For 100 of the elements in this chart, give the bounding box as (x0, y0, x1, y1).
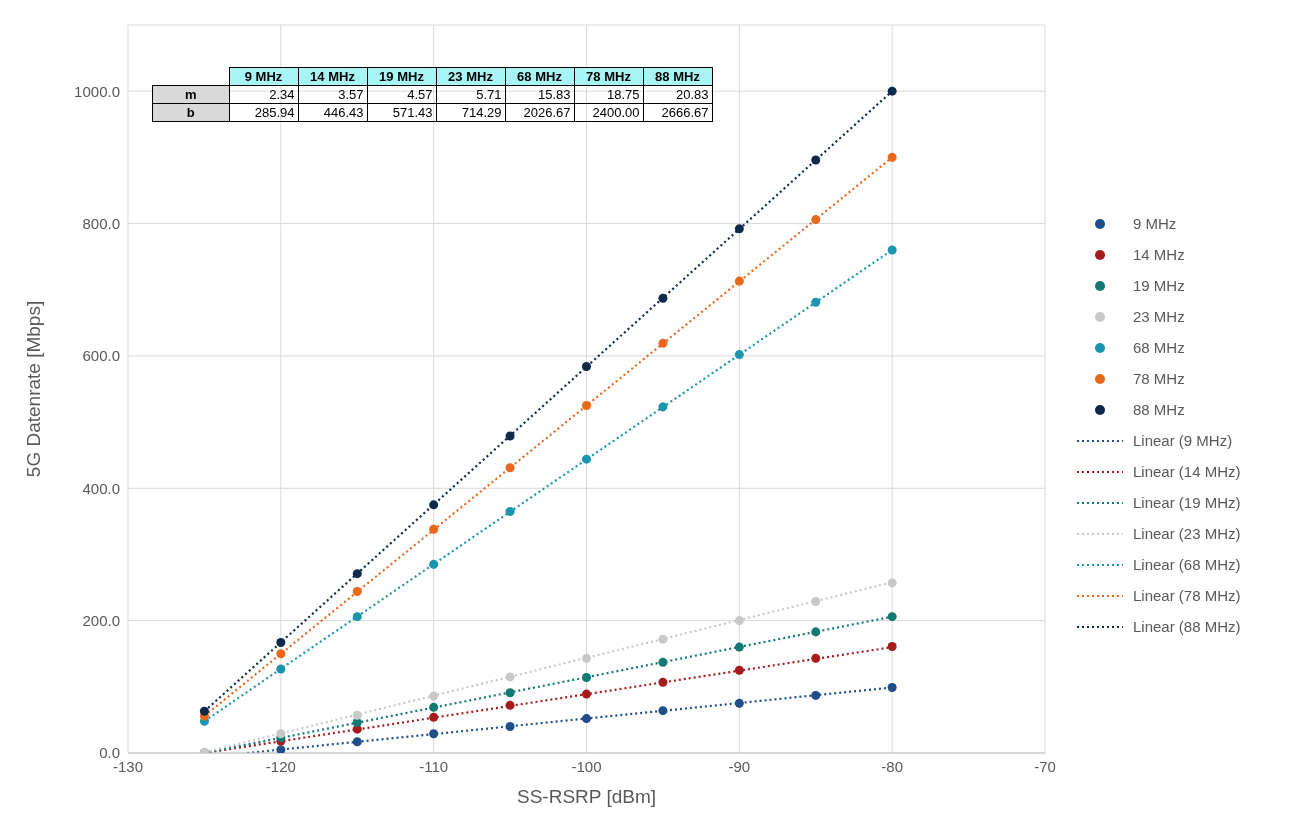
point (887, 152, 897, 162)
legend-label: Linear (19 MHz) (1133, 494, 1241, 511)
legend-label: Linear (14 MHz) (1133, 463, 1241, 480)
point (429, 524, 439, 534)
annotation: 2400.00 (574, 103, 643, 122)
y-tick-label: 200.0 (82, 611, 120, 629)
legend-label: 19 MHz (1133, 277, 1185, 294)
point (505, 506, 515, 516)
legend-label: 68 MHz (1133, 339, 1185, 356)
point (581, 401, 592, 411)
point (429, 500, 439, 510)
x-tick-label: -90 (728, 757, 751, 775)
annotation: 285.94 (229, 103, 298, 122)
point (734, 616, 744, 626)
annotation: 2026.67 (505, 103, 574, 122)
point (734, 276, 744, 286)
point (658, 677, 668, 687)
point (581, 653, 592, 663)
point (352, 737, 362, 747)
x-axis-title: SS-RSRP [dBm] (516, 786, 657, 807)
point (811, 297, 821, 307)
legend-label: 78 MHz (1133, 370, 1185, 387)
point (658, 706, 668, 716)
point (887, 682, 897, 692)
annotation: 4.57 (367, 85, 436, 104)
y-tick-label: 600.0 (82, 347, 120, 365)
legend-label: Linear (23 MHz) (1133, 525, 1241, 542)
point (505, 722, 515, 732)
point (581, 454, 592, 464)
point (658, 657, 668, 667)
point (811, 653, 821, 663)
annotation: 20.83 (643, 85, 712, 104)
point (581, 689, 592, 699)
y-tick-label: 400.0 (82, 479, 120, 497)
annotation: 2666.67 (643, 103, 712, 122)
legend-label: Linear (78 MHz) (1133, 587, 1241, 604)
annotation: 2.34 (229, 85, 298, 104)
y-tick-label: 800.0 (82, 214, 120, 232)
x-tick-label: -80 (881, 757, 904, 775)
point (734, 224, 744, 234)
point (505, 672, 515, 682)
text: 88 MHz (655, 69, 700, 84)
point (658, 338, 668, 348)
point (887, 641, 897, 651)
x-tick-label: -100 (571, 757, 602, 775)
annotation: b (152, 103, 229, 122)
point (505, 700, 515, 710)
point (581, 714, 592, 724)
point (811, 690, 821, 700)
text: 19 MHz (379, 69, 424, 84)
point (734, 350, 744, 360)
point (658, 634, 668, 644)
point (276, 664, 286, 674)
point (505, 431, 515, 441)
point (276, 637, 286, 647)
annotation: 18.75 (574, 85, 643, 104)
x-tick-label: -120 (265, 757, 296, 775)
point (429, 729, 439, 739)
x-tick-label: -110 (419, 757, 449, 775)
point (811, 627, 821, 637)
point (658, 293, 668, 303)
point (352, 587, 362, 597)
text: 14 MHz (310, 69, 355, 84)
point (352, 569, 362, 579)
x-tick-label: -70 (1034, 757, 1056, 775)
point (734, 642, 744, 652)
legend-label: 88 MHz (1133, 401, 1185, 418)
point (276, 745, 286, 753)
legend-label: 23 MHz (1133, 308, 1185, 325)
point (199, 706, 209, 716)
point (352, 718, 362, 728)
point (811, 596, 821, 606)
point (734, 698, 744, 708)
point (658, 402, 668, 412)
point (429, 691, 439, 701)
point (352, 710, 362, 720)
point (429, 559, 439, 569)
annotation: 5.71 (436, 85, 505, 104)
annotation: 446.43 (298, 103, 367, 122)
point (887, 245, 897, 255)
legend-label: Linear (88 MHz) (1133, 618, 1241, 635)
point (429, 712, 439, 722)
text: 68 MHz (517, 69, 562, 84)
annotation: 3.57 (298, 85, 367, 104)
point (276, 729, 286, 739)
annotation: 15.83 (505, 85, 574, 104)
text: 9 MHz (244, 69, 283, 84)
text: 23 MHz (448, 69, 493, 84)
y-axis-title: 5G Datenrate [Mbps] (22, 300, 44, 478)
legend-label: 14 MHz (1133, 246, 1185, 263)
annotation: 714.29 (436, 103, 505, 122)
point (734, 665, 744, 675)
annotation: m (152, 85, 229, 104)
point (505, 688, 515, 698)
legend-label: Linear (68 MHz) (1133, 556, 1241, 573)
point (276, 649, 286, 659)
annotation: 571.43 (367, 103, 436, 122)
text: 78 MHz (586, 69, 631, 84)
point (887, 578, 897, 588)
point (887, 612, 897, 622)
